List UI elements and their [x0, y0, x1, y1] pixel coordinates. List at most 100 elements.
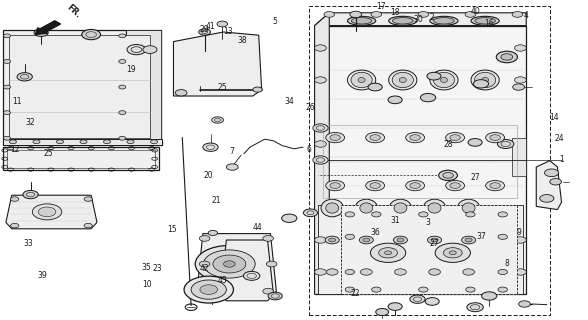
Circle shape: [371, 12, 382, 17]
Circle shape: [406, 180, 425, 191]
Circle shape: [119, 60, 126, 63]
Circle shape: [4, 85, 11, 89]
Text: 36: 36: [370, 228, 380, 237]
Circle shape: [498, 287, 507, 292]
Circle shape: [282, 214, 297, 222]
Circle shape: [514, 45, 526, 51]
Text: 31: 31: [390, 216, 400, 225]
Text: 25: 25: [44, 149, 53, 158]
Circle shape: [345, 269, 355, 275]
Circle shape: [199, 236, 210, 241]
Circle shape: [350, 11, 362, 18]
Circle shape: [199, 261, 210, 267]
Circle shape: [496, 51, 517, 63]
Ellipse shape: [389, 16, 417, 25]
Circle shape: [435, 243, 470, 262]
Circle shape: [266, 261, 277, 267]
Ellipse shape: [351, 72, 372, 88]
Circle shape: [427, 236, 442, 244]
Circle shape: [199, 29, 211, 35]
Circle shape: [429, 269, 440, 275]
Ellipse shape: [462, 203, 475, 213]
Circle shape: [446, 180, 465, 191]
Circle shape: [17, 73, 32, 81]
Text: 35: 35: [141, 263, 151, 272]
Ellipse shape: [358, 77, 365, 83]
Circle shape: [379, 248, 397, 258]
Circle shape: [462, 236, 476, 244]
Circle shape: [119, 111, 126, 115]
Circle shape: [315, 77, 326, 83]
Circle shape: [32, 204, 62, 220]
Text: 8: 8: [505, 260, 509, 268]
Circle shape: [498, 234, 507, 239]
Circle shape: [490, 183, 500, 188]
Circle shape: [443, 248, 462, 258]
Circle shape: [315, 141, 326, 147]
Ellipse shape: [433, 18, 454, 24]
Circle shape: [512, 12, 523, 17]
Ellipse shape: [423, 199, 446, 217]
Circle shape: [11, 197, 19, 201]
Text: 24: 24: [555, 134, 564, 143]
Circle shape: [550, 179, 562, 185]
Circle shape: [443, 172, 453, 178]
Text: 27: 27: [429, 239, 439, 248]
Circle shape: [370, 243, 406, 262]
Circle shape: [199, 288, 210, 294]
Polygon shape: [173, 32, 262, 96]
Circle shape: [466, 287, 475, 292]
Ellipse shape: [389, 199, 412, 217]
Polygon shape: [197, 234, 276, 298]
Circle shape: [463, 269, 475, 275]
Circle shape: [330, 183, 340, 188]
Ellipse shape: [430, 70, 458, 90]
Circle shape: [345, 212, 355, 217]
Circle shape: [497, 140, 514, 148]
Circle shape: [82, 29, 101, 40]
Circle shape: [397, 238, 404, 242]
Text: 27: 27: [470, 173, 480, 182]
Circle shape: [519, 301, 530, 307]
Circle shape: [119, 34, 126, 38]
Text: 5: 5: [273, 17, 278, 26]
Circle shape: [324, 12, 335, 17]
Circle shape: [514, 269, 526, 275]
Polygon shape: [3, 147, 159, 170]
Text: 39: 39: [38, 271, 47, 280]
Circle shape: [38, 207, 56, 217]
Circle shape: [325, 236, 339, 244]
Circle shape: [268, 292, 282, 300]
Text: 44: 44: [253, 223, 262, 232]
Circle shape: [208, 230, 218, 236]
Circle shape: [119, 85, 126, 89]
Circle shape: [203, 143, 218, 151]
Ellipse shape: [433, 72, 455, 88]
Circle shape: [84, 197, 92, 201]
Text: 2: 2: [430, 13, 435, 22]
Text: 33: 33: [24, 239, 33, 248]
Circle shape: [419, 287, 428, 292]
Circle shape: [56, 140, 64, 144]
Bar: [9, 35, 150, 138]
Circle shape: [388, 303, 402, 310]
Circle shape: [315, 269, 326, 275]
Circle shape: [9, 140, 16, 144]
Circle shape: [326, 132, 345, 143]
Circle shape: [191, 280, 226, 299]
Text: 13: 13: [223, 27, 233, 36]
Circle shape: [34, 29, 48, 36]
Text: 38: 38: [238, 36, 247, 45]
Circle shape: [368, 83, 382, 91]
Circle shape: [212, 117, 223, 123]
Ellipse shape: [351, 18, 372, 24]
Circle shape: [213, 255, 246, 273]
Text: 15: 15: [167, 225, 176, 234]
Circle shape: [513, 84, 524, 90]
Circle shape: [395, 269, 406, 275]
Ellipse shape: [482, 77, 489, 83]
Polygon shape: [315, 26, 526, 294]
Text: 22: 22: [351, 289, 360, 298]
Ellipse shape: [394, 203, 407, 213]
Circle shape: [465, 238, 472, 242]
